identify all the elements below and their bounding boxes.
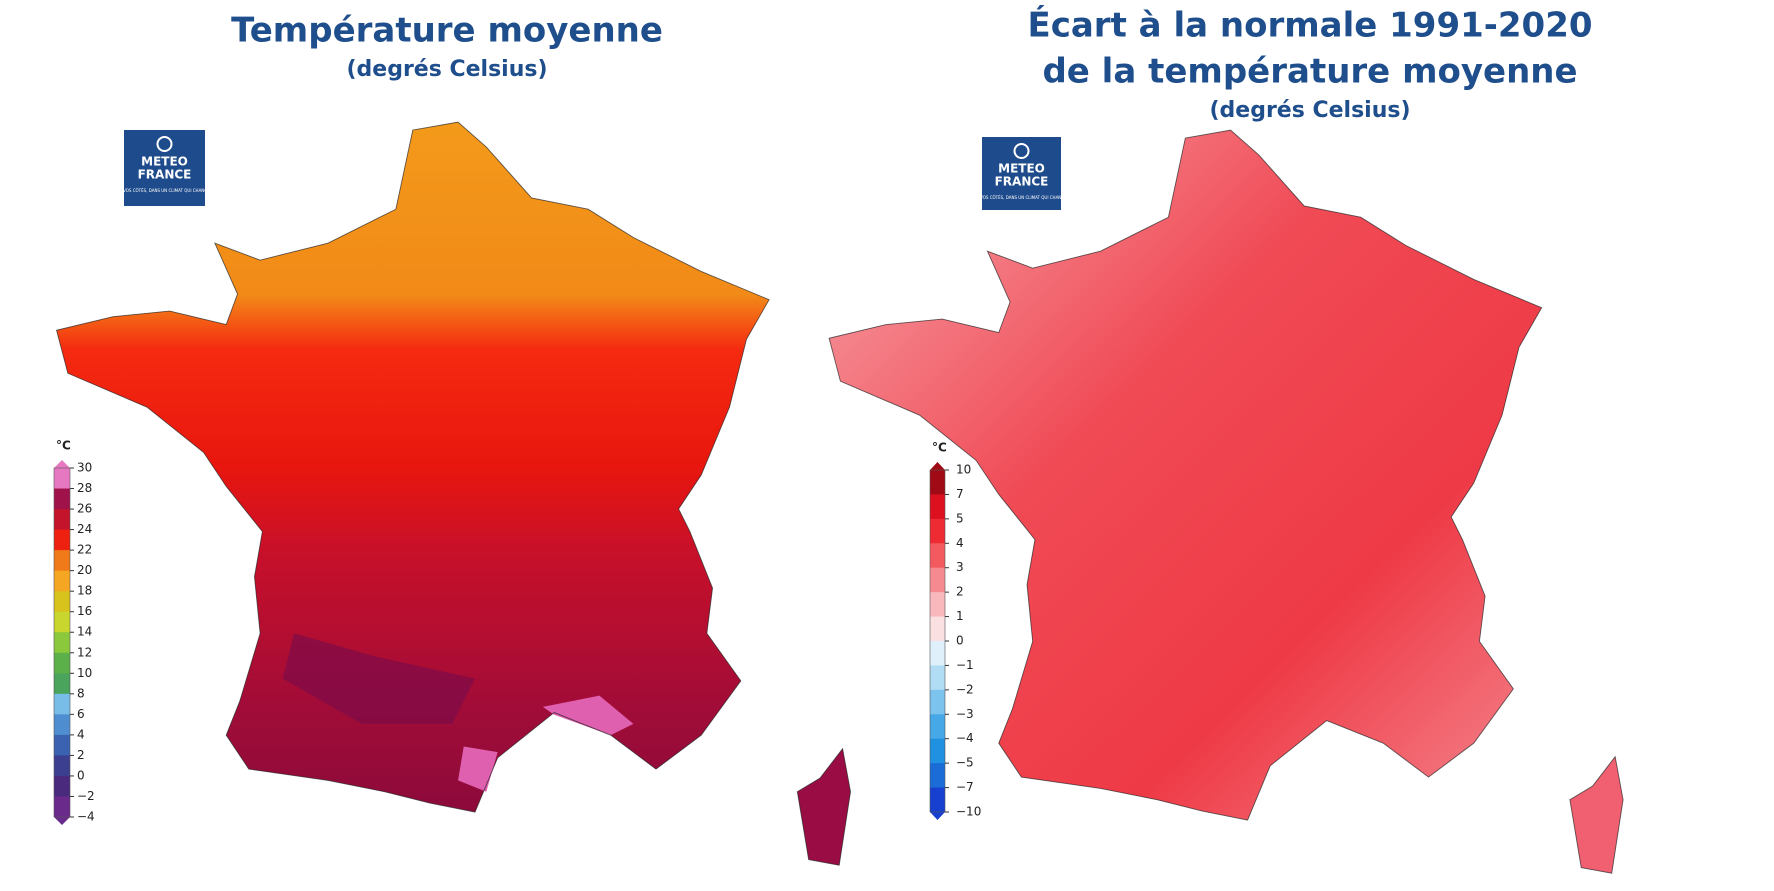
legend-label: 0 bbox=[956, 634, 964, 648]
logo-icon bbox=[156, 136, 173, 152]
legend-swatch bbox=[54, 468, 70, 490]
legend-swatch bbox=[930, 738, 945, 764]
legend-label: −7 bbox=[956, 780, 974, 794]
legend-arrow bbox=[930, 812, 945, 820]
legend-label: 8 bbox=[77, 686, 85, 700]
legend-swatch bbox=[930, 689, 945, 715]
legend-label: 3 bbox=[956, 560, 964, 574]
legend-label: 28 bbox=[77, 481, 92, 495]
legend-label: −1 bbox=[956, 658, 974, 672]
legend-label: 0 bbox=[77, 768, 85, 782]
subtitle: (degrés Celsius) bbox=[346, 57, 547, 82]
legend-swatch bbox=[930, 567, 945, 593]
legend-unit: °C bbox=[56, 439, 71, 453]
logo-name: FRANCE bbox=[138, 168, 192, 182]
title: de la température moyenne bbox=[1042, 52, 1577, 92]
legend-swatch bbox=[930, 714, 945, 740]
legend-swatch bbox=[54, 570, 70, 592]
legend-label: −3 bbox=[956, 707, 974, 721]
logo-tagline: À VOS CÔTÉS, DANS UN CLIMAT QUI CHANGE bbox=[976, 195, 1067, 200]
legend-swatch bbox=[930, 763, 945, 789]
legend-label: 22 bbox=[77, 543, 92, 557]
legend-label: −2 bbox=[956, 682, 974, 696]
legend-arrow bbox=[54, 460, 70, 468]
legend-label: 12 bbox=[77, 645, 92, 659]
legend-unit: °C bbox=[932, 441, 947, 455]
legend-swatch bbox=[54, 775, 70, 797]
legend-swatch bbox=[54, 591, 70, 613]
legend-swatch bbox=[930, 543, 945, 569]
logo-name: METEO bbox=[998, 162, 1045, 176]
legend-swatch bbox=[54, 611, 70, 633]
legend-swatch bbox=[930, 665, 945, 691]
legend-swatch bbox=[930, 494, 945, 520]
legend-label: 20 bbox=[77, 563, 92, 577]
logo-icon bbox=[1013, 143, 1030, 159]
legend-swatch bbox=[54, 529, 70, 551]
logo-name: FRANCE bbox=[995, 175, 1049, 189]
legend-label: 1 bbox=[956, 609, 964, 623]
legend-label: 24 bbox=[77, 522, 92, 536]
title: Température moyenne bbox=[231, 11, 663, 51]
legend-swatch bbox=[54, 693, 70, 715]
legend-swatch bbox=[54, 509, 70, 531]
logo-tagline: À VOS CÔTÉS, DANS UN CLIMAT QUI CHANGE bbox=[119, 188, 210, 193]
legend-swatch bbox=[930, 616, 945, 642]
legend-label: 5 bbox=[956, 511, 964, 525]
legend-arrow bbox=[54, 817, 70, 825]
legend-swatch bbox=[54, 755, 70, 777]
title: Écart à la normale 1991-2020 bbox=[1027, 5, 1592, 46]
legend-label: −4 bbox=[956, 731, 974, 745]
legend-label: 4 bbox=[956, 536, 964, 550]
legend-label: −2 bbox=[77, 789, 95, 803]
legend-swatch bbox=[930, 518, 945, 544]
legend-frame bbox=[53, 467, 71, 818]
legend-swatch bbox=[54, 652, 70, 674]
legend-arrow bbox=[930, 462, 945, 470]
legend-label: −5 bbox=[956, 756, 974, 770]
legend-label: 30 bbox=[77, 461, 92, 475]
subtitle: (degrés Celsius) bbox=[1209, 98, 1410, 123]
logo-name: METEO bbox=[141, 155, 188, 169]
logo bbox=[982, 137, 1061, 210]
legend-label: −4 bbox=[77, 810, 95, 824]
legend-swatch bbox=[930, 470, 945, 495]
legend-swatch bbox=[54, 488, 70, 510]
legend-label: 14 bbox=[77, 625, 92, 639]
legend-label: −10 bbox=[956, 805, 981, 819]
legend-swatch bbox=[54, 714, 70, 736]
legend-swatch bbox=[54, 734, 70, 756]
legend-swatch bbox=[54, 673, 70, 695]
legend-label: 18 bbox=[77, 584, 92, 598]
logo bbox=[124, 130, 205, 206]
legend-label: 10 bbox=[956, 463, 971, 477]
legend-label: 2 bbox=[956, 585, 964, 599]
legend-swatch bbox=[54, 632, 70, 654]
legend-swatch bbox=[54, 796, 70, 818]
legend-swatch bbox=[930, 641, 945, 666]
legend-label: 4 bbox=[77, 727, 85, 741]
legend-label: 16 bbox=[77, 604, 92, 618]
left-map bbox=[55, 121, 852, 866]
legend-swatch bbox=[930, 592, 945, 618]
legend-swatch bbox=[54, 550, 70, 572]
legend-label: 10 bbox=[77, 666, 92, 680]
legend-label: 6 bbox=[77, 707, 85, 721]
legend-label: 2 bbox=[77, 748, 85, 762]
right-map bbox=[828, 129, 1624, 874]
legend-label: 7 bbox=[956, 487, 964, 501]
legend-swatch bbox=[930, 787, 945, 813]
legend-label: 26 bbox=[77, 502, 92, 516]
